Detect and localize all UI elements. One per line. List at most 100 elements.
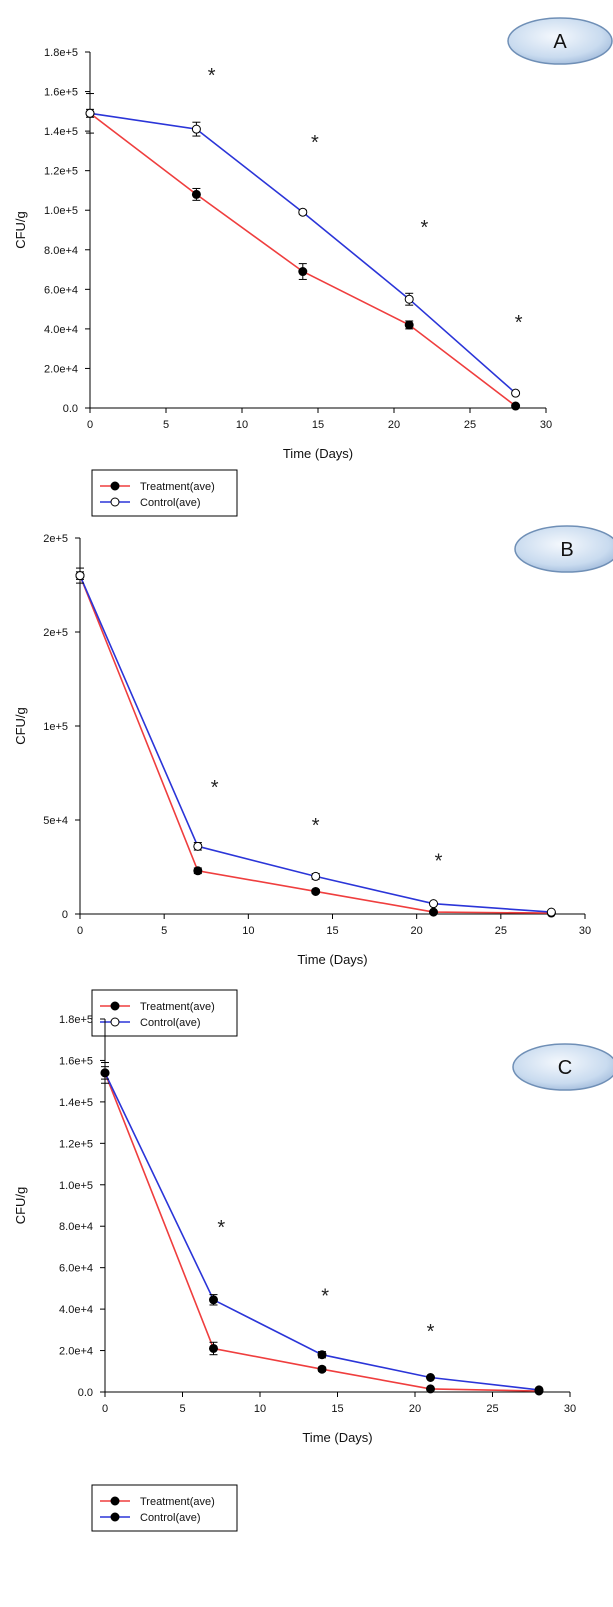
y-tick-label: 1.4e+5 — [44, 126, 78, 138]
legend-entry-treatment: Treatment(ave) — [140, 1496, 215, 1508]
legend-marker — [110, 1496, 120, 1506]
panel-label: B — [560, 539, 573, 561]
x-tick-label: 10 — [242, 925, 254, 937]
data-point-control — [404, 294, 414, 304]
legend-entry-control: Control(ave) — [140, 1017, 201, 1029]
data-point-treatment — [298, 267, 308, 277]
x-tick-label: 0 — [87, 419, 93, 431]
legend-marker — [110, 481, 120, 491]
x-tick-label: 25 — [464, 419, 476, 431]
data-point-control — [317, 1350, 327, 1360]
data-point-control — [85, 108, 95, 118]
data-point-control — [511, 388, 521, 398]
significance-asterisk: * — [312, 815, 320, 837]
x-tick-label: 15 — [331, 1403, 343, 1415]
legend-entry-treatment: Treatment(ave) — [140, 481, 215, 493]
x-tick-label: 10 — [254, 1403, 266, 1415]
data-point-control — [429, 899, 438, 909]
series-line-control — [89, 112, 517, 394]
series-line-treatment — [104, 1072, 540, 1392]
series-line-control — [79, 575, 552, 913]
legend-entry-control: Control(ave) — [140, 497, 201, 509]
significance-asterisk: * — [217, 1217, 225, 1239]
data-point-treatment — [317, 1364, 327, 1374]
legend-marker — [110, 497, 120, 507]
y-tick-label: 8.0e+4 — [59, 1221, 93, 1233]
legend-box — [91, 469, 238, 517]
x-axis-label: Time (Days) — [302, 1430, 372, 1445]
y-tick-label: 0.0 — [78, 1387, 93, 1399]
y-tick-label: 1.0e+5 — [44, 205, 78, 217]
data-point-control — [534, 1385, 544, 1395]
data-point-control — [546, 907, 556, 917]
y-tick-label: 8.0e+4 — [44, 245, 78, 257]
y-tick-label: 0 — [62, 909, 68, 921]
legend-marker — [110, 1512, 120, 1522]
panel-label: C — [558, 1057, 572, 1079]
data-point-control — [191, 124, 201, 134]
panel-label: A — [553, 31, 567, 53]
significance-asterisk: * — [435, 850, 443, 872]
x-tick-label: 15 — [326, 925, 338, 937]
x-axis-label: Time (Days) — [283, 446, 353, 461]
x-tick-label: 15 — [312, 419, 324, 431]
x-tick-label: 5 — [161, 925, 167, 937]
significance-asterisk: * — [427, 1321, 435, 1343]
data-point-control — [100, 1068, 110, 1078]
legend-box — [91, 989, 238, 1037]
y-tick-label: 1.2e+5 — [44, 166, 78, 178]
x-tick-label: 20 — [388, 419, 400, 431]
legend-marker — [110, 1017, 120, 1027]
significance-asterisk: * — [515, 312, 523, 334]
panel-b: 0 5e+4 1e+5 2e+5 2e+5 0 5 10 15 20 25 30 Time (Days)… — [13, 525, 613, 1037]
x-tick-label: 30 — [564, 1403, 576, 1415]
data-point-treatment — [511, 401, 521, 411]
y-tick-label: 5e+4 — [43, 815, 68, 827]
legend-entry-treatment: Treatment(ave) — [140, 1001, 215, 1013]
x-tick-label: 30 — [579, 925, 591, 937]
x-tick-label: 5 — [163, 419, 169, 431]
significance-asterisk: * — [311, 132, 319, 154]
x-tick-label: 25 — [486, 1403, 498, 1415]
y-axis-label: CFU/g — [13, 1187, 28, 1225]
x-axis-label: Time (Days) — [297, 952, 367, 967]
panel-c: 0.0 2.0e+4 4.0e+4 6.0e+4 8.0e+4 1.0e+5 1.2e+5 1… — [13, 1014, 613, 1532]
x-tick-label: 0 — [102, 1403, 108, 1415]
legend-entry-control: Control(ave) — [140, 1512, 201, 1524]
legend-box — [91, 1484, 238, 1532]
y-tick-label: 1.6e+5 — [59, 1055, 93, 1067]
y-tick-label: 2.0e+4 — [59, 1346, 93, 1358]
y-tick-label: 2.0e+4 — [44, 363, 78, 375]
y-tick-label: 4.0e+4 — [44, 324, 78, 336]
x-tick-label: 10 — [236, 419, 248, 431]
y-tick-label: 1.0e+5 — [59, 1180, 93, 1192]
series-line-treatment — [79, 575, 552, 914]
significance-asterisk: * — [421, 217, 429, 239]
y-tick-label: 1.8e+5 — [59, 1014, 93, 1026]
data-point-treatment — [429, 907, 438, 917]
y-tick-label: 1.4e+5 — [59, 1097, 93, 1109]
data-point-treatment — [426, 1384, 435, 1394]
y-tick-label: 1.8e+5 — [44, 47, 78, 59]
panel-a: 0.0 2.0e+4 4.0e+4 6.0e+4 8.0e+4 1.0e+5 1.2e+5 1… — [13, 17, 613, 517]
y-tick-label: 1.2e+5 — [59, 1138, 93, 1150]
x-tick-label: 0 — [77, 925, 83, 937]
y-tick-label: 2e+5 — [43, 627, 68, 639]
significance-asterisk: * — [321, 1286, 329, 1308]
data-point-treatment — [311, 886, 321, 896]
legend-marker — [110, 1001, 120, 1011]
y-tick-label: 2e+5 — [43, 533, 68, 545]
x-tick-label: 30 — [540, 419, 552, 431]
panel-badge — [512, 1043, 613, 1091]
x-tick-label: 20 — [411, 925, 423, 937]
y-tick-label: 1e+5 — [43, 721, 68, 733]
panel-badge — [507, 17, 613, 65]
y-axis-label: CFU/g — [13, 211, 28, 249]
data-point-control — [193, 841, 203, 851]
significance-asterisk: * — [208, 65, 216, 87]
data-point-control — [311, 871, 321, 881]
data-point-control — [75, 571, 85, 581]
data-point-control — [298, 207, 308, 217]
